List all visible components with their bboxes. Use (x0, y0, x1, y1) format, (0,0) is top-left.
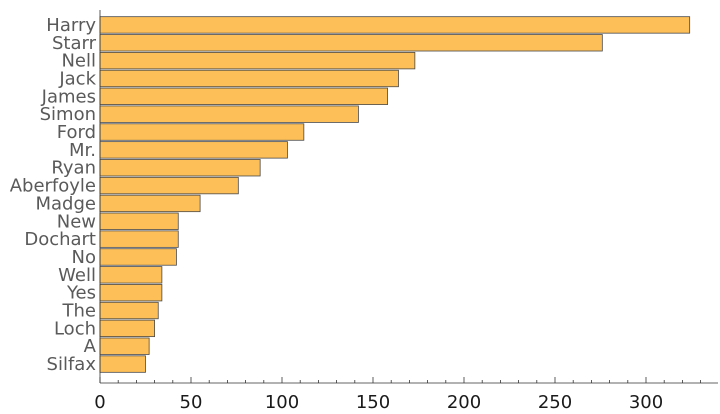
category-label: Mr. (69, 140, 96, 161)
category-label: Loch (54, 318, 96, 339)
category-label: The (62, 301, 96, 322)
category-label: No (72, 247, 96, 268)
bar-mr (99, 141, 288, 159)
category-label: A (84, 336, 97, 357)
category-label: Yes (66, 283, 96, 304)
category-label: Dochart (24, 229, 96, 250)
bar-nell (99, 51, 416, 70)
bar-new (99, 212, 179, 230)
bar-well (99, 266, 163, 284)
bar-silfax (99, 355, 146, 373)
category-label: New (57, 211, 96, 232)
bar-jack (99, 69, 399, 88)
x-tick-label: 150 (356, 392, 390, 413)
bar-a (99, 337, 150, 355)
bar-ryan (99, 159, 261, 177)
category-label: Simon (40, 104, 96, 125)
category-label: Nell (61, 51, 96, 72)
bar-dochart (99, 230, 179, 248)
bar-ford (99, 123, 305, 141)
bar-simon (99, 105, 359, 123)
category-label: Well (58, 265, 96, 286)
category-label: Jack (58, 68, 96, 89)
category-label: Madge (36, 193, 97, 214)
x-ticks-group: 0 50 100 150 200 250 300 (94, 377, 701, 413)
x-tick-label: 200 (447, 392, 481, 413)
category-label: Silfax (47, 354, 97, 375)
category-label: Starr (52, 33, 97, 54)
x-tick-label: 50 (180, 392, 203, 413)
bar-james (99, 87, 388, 105)
category-labels-group: HarryStarrNellJackJamesSimonFordMr.RyanA… (10, 15, 97, 375)
x-tick-label: 100 (265, 392, 299, 413)
bar-madge (99, 194, 201, 213)
bar-aberfoyle (99, 176, 239, 195)
x-tick-label: 0 (94, 392, 105, 413)
bar-loch (99, 319, 155, 338)
bar-starr (99, 34, 603, 52)
bar-no (99, 248, 177, 266)
bar-the (99, 301, 159, 320)
category-label: James (41, 86, 96, 107)
category-label: Ford (57, 122, 96, 143)
bars-group (99, 16, 691, 373)
x-tick-label: 250 (538, 392, 572, 413)
x-tick-label: 300 (629, 392, 663, 413)
category-label: Harry (46, 15, 96, 36)
bar-yes (99, 284, 163, 302)
bar-harry (99, 16, 691, 34)
category-label: Ryan (51, 158, 96, 179)
category-label: Aberfoyle (10, 176, 96, 197)
